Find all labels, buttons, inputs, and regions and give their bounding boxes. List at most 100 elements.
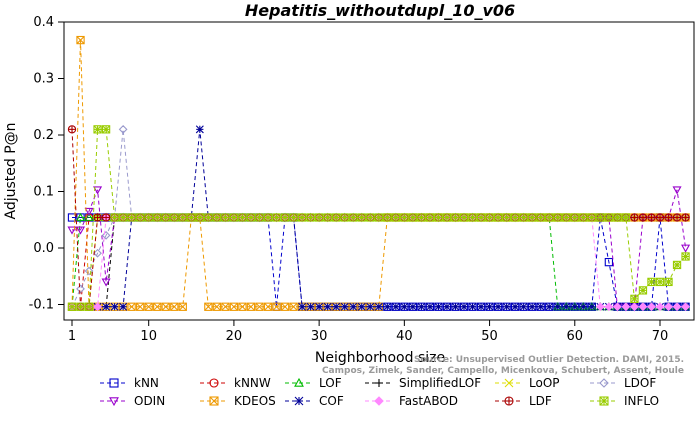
data-point (425, 302, 434, 311)
data-point (349, 302, 358, 311)
data-point (476, 213, 486, 222)
legend-label: ODIN (134, 394, 165, 408)
data-point (604, 302, 614, 312)
legend-item-simplifiedlof: SimplifiedLOF (365, 376, 481, 390)
x-tick-label: 30 (311, 329, 328, 344)
data-point (655, 213, 665, 222)
data-point (587, 302, 596, 311)
data-point (400, 302, 409, 311)
x-tick-label: 60 (567, 329, 584, 344)
data-point (212, 213, 222, 222)
data-point (84, 207, 94, 217)
data-point (383, 213, 392, 222)
data-point (314, 213, 324, 222)
x-tick-label: 50 (481, 329, 498, 344)
data-point (161, 302, 170, 311)
data-point (638, 302, 648, 312)
data-point (383, 302, 392, 311)
data-point (655, 302, 665, 312)
data-point (510, 213, 520, 222)
data-point (289, 302, 298, 311)
legend-item-knn: kNN (100, 376, 159, 390)
data-point (545, 213, 554, 222)
data-point (289, 213, 298, 222)
data-point (434, 213, 443, 222)
legend-label: KDEOS (234, 394, 276, 408)
data-point (493, 213, 503, 222)
series-line (71, 217, 686, 308)
x-tick-label: 1 (68, 329, 76, 344)
data-point (127, 213, 136, 222)
data-point (630, 302, 639, 312)
data-point (621, 213, 631, 222)
data-point (67, 125, 77, 134)
data-point (442, 213, 452, 222)
data-point (340, 302, 349, 311)
credit-line-2: Campos, Zimek, Sander, Campello, Micenko… (322, 366, 684, 376)
data-point (280, 302, 290, 311)
data-point (417, 302, 426, 311)
data-point (93, 213, 102, 222)
y-tick-label: 0.3 (33, 72, 54, 87)
data-point (323, 213, 332, 222)
y-axis-label: Adjusted P@n (3, 122, 19, 219)
data-point (408, 213, 418, 222)
data-point (127, 302, 136, 311)
data-point (459, 213, 469, 222)
data-point (340, 213, 349, 222)
x-tick-label: 70 (652, 329, 669, 344)
series-line (71, 40, 686, 308)
data-point (460, 302, 468, 311)
data-point (204, 213, 213, 222)
series-line (72, 217, 686, 308)
data-point (263, 213, 273, 222)
data-point (485, 213, 494, 222)
data-point (349, 213, 358, 222)
data-point (136, 302, 145, 311)
data-point (664, 302, 673, 312)
data-point (332, 302, 341, 311)
data-point (502, 213, 511, 222)
data-point (451, 213, 460, 222)
data-point (672, 186, 682, 195)
legend-label: LOF (319, 376, 342, 390)
data-point (366, 213, 375, 222)
data-point (485, 302, 494, 311)
legend-item-cof: COF (285, 394, 344, 408)
data-point (630, 294, 639, 303)
data-point (562, 302, 571, 311)
data-point (434, 302, 443, 311)
data-point (306, 213, 315, 222)
data-point (494, 302, 503, 311)
data-point (391, 302, 400, 311)
data-point (118, 124, 128, 134)
data-point (263, 302, 273, 311)
data-point (195, 213, 204, 222)
data-point (187, 213, 196, 222)
legend-item-knnw: kNNW (200, 376, 271, 390)
data-point (246, 302, 256, 311)
data-point (298, 302, 307, 311)
data-point (221, 302, 230, 311)
data-point (502, 302, 511, 311)
x-axis-label: Neighborhood size (315, 350, 445, 366)
data-point (75, 226, 86, 235)
data-point (204, 302, 213, 311)
data-point (519, 213, 528, 222)
legend-item-inflo: INFLO (590, 394, 659, 408)
y-tick-label: -0.1 (29, 298, 54, 313)
plot-frame (63, 21, 695, 321)
credit-line-1: Source: Unsupervised Outlier Detection. … (414, 355, 684, 365)
data-point (596, 213, 605, 222)
data-point (67, 302, 77, 311)
data-point (647, 213, 656, 222)
data-point (229, 302, 239, 311)
data-point (67, 226, 77, 235)
data-point (323, 302, 332, 311)
data-point (101, 278, 111, 287)
data-point (579, 213, 588, 222)
data-point (118, 213, 128, 222)
series-odin (67, 186, 691, 312)
data-point (357, 213, 366, 222)
